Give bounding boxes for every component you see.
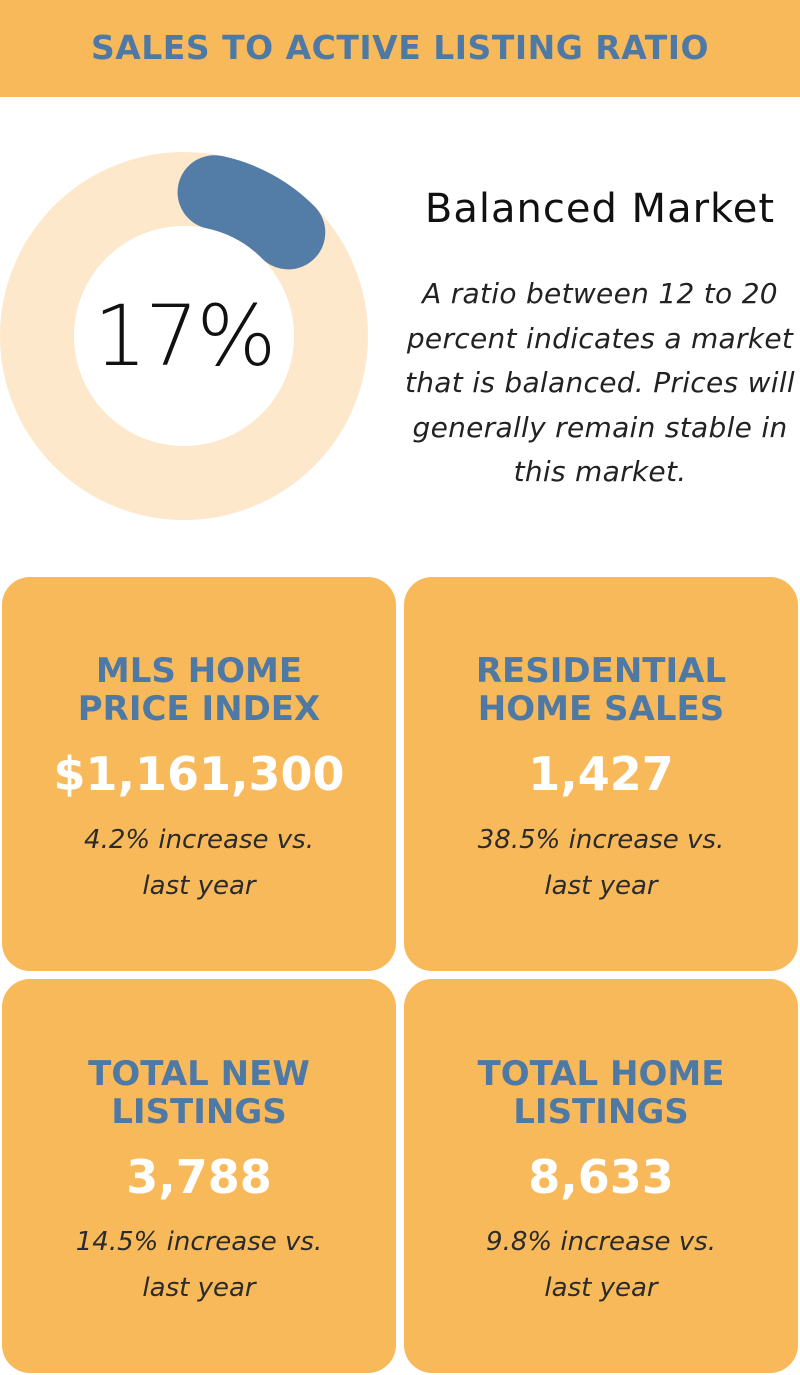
card-change-line: last year bbox=[142, 1273, 256, 1303]
card-title-line: LISTINGS bbox=[111, 1092, 287, 1132]
card-home-price-index: MLS HOME PRICE INDEX $1,161,300 4.2% inc… bbox=[2, 577, 396, 971]
card-title-line: PRICE INDEX bbox=[77, 689, 321, 729]
ratio-donut-chart bbox=[0, 152, 368, 520]
card-change-line: 38.5% increase vs. bbox=[477, 825, 725, 855]
card-title: RESIDENTIAL HOME SALES bbox=[404, 652, 798, 728]
card-total-home-listings: TOTAL HOME LISTINGS 8,633 9.8% increase … bbox=[404, 979, 798, 1373]
market-description: A ratio between 12 to 20 percent indicat… bbox=[404, 277, 796, 488]
page-title: SALES TO ACTIVE LISTING RATIO bbox=[90, 28, 710, 67]
donut-value-arc bbox=[177, 155, 326, 270]
card-total-new-listings: TOTAL NEW LISTINGS 3,788 14.5% increase … bbox=[2, 979, 396, 1373]
card-change-line: last year bbox=[142, 871, 256, 901]
card-title-line: HOME SALES bbox=[477, 689, 725, 729]
card-title-line: MLS HOME bbox=[95, 651, 303, 691]
card-change-line: 14.5% increase vs. bbox=[75, 1227, 323, 1257]
card-change-line: 9.8% increase vs. bbox=[486, 1227, 716, 1257]
card-value: 8,633 bbox=[528, 1150, 674, 1204]
card-title-line: TOTAL HOME bbox=[477, 1054, 725, 1094]
card-change-line: last year bbox=[544, 1273, 658, 1303]
card-value: $1,161,300 bbox=[53, 747, 345, 801]
header-banner: SALES TO ACTIVE LISTING RATIO bbox=[0, 0, 800, 97]
card-title-line: RESIDENTIAL bbox=[475, 651, 727, 691]
card-title-line: TOTAL NEW bbox=[88, 1054, 310, 1094]
card-change: 9.8% increase vs. last year bbox=[404, 1219, 798, 1311]
market-title: Balanced Market bbox=[424, 186, 776, 232]
card-value: 3,788 bbox=[126, 1150, 272, 1204]
card-change: 38.5% increase vs. last year bbox=[404, 817, 798, 909]
card-value: 1,427 bbox=[528, 747, 674, 801]
card-title: TOTAL NEW LISTINGS bbox=[2, 1055, 396, 1131]
card-residential-home-sales: RESIDENTIAL HOME SALES 1,427 38.5% incre… bbox=[404, 577, 798, 971]
card-change-line: last year bbox=[544, 871, 658, 901]
card-change: 14.5% increase vs. last year bbox=[2, 1219, 396, 1311]
ratio-value: 17% bbox=[93, 287, 277, 385]
card-change-line: 4.2% increase vs. bbox=[84, 825, 314, 855]
card-title: TOTAL HOME LISTINGS bbox=[404, 1055, 798, 1131]
card-title: MLS HOME PRICE INDEX bbox=[2, 652, 396, 728]
card-change: 4.2% increase vs. last year bbox=[2, 817, 396, 909]
card-title-line: LISTINGS bbox=[513, 1092, 689, 1132]
